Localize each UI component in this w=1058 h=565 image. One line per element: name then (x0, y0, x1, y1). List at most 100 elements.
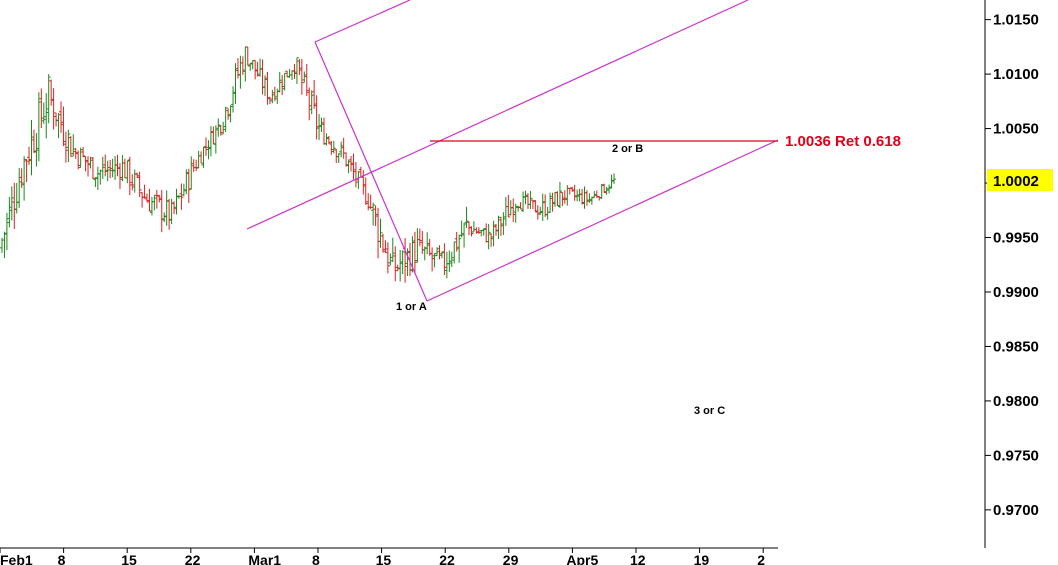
ohlc-bar (550, 192, 555, 212)
ohlc-bar (88, 156, 93, 169)
ohlc-bar (174, 188, 179, 215)
ohlc-bar (280, 75, 285, 96)
ohlc-bar (449, 251, 454, 268)
ohlc-bar (29, 120, 34, 176)
ohlc-bar (253, 59, 258, 80)
price-bars (0, 46, 616, 283)
ohlc-bar (154, 190, 159, 209)
ohlc-bar (368, 194, 373, 210)
ohlc-bar (511, 198, 516, 222)
ohlc-bar (567, 187, 572, 195)
ohlc-bar (204, 137, 208, 156)
ohlc-bar (265, 71, 270, 105)
ohlc-bar (373, 205, 378, 227)
ohlc-bar (2, 231, 7, 259)
ohlc-bar (415, 228, 420, 263)
ohlc-bar (189, 156, 194, 190)
ohlc-bar (528, 190, 533, 210)
ohlc-bar (417, 228, 422, 247)
ohlc-bar (260, 59, 265, 95)
x-tick-label: 22 (185, 552, 201, 565)
ohlc-bar (353, 162, 358, 188)
ohlc-bar (275, 88, 280, 104)
ohlc-bar (479, 229, 484, 237)
ohlc-bar (117, 162, 122, 190)
ohlc-bar (196, 150, 201, 169)
ohlc-bar (425, 232, 430, 255)
ohlc-bar (98, 169, 103, 185)
ohlc-bar (454, 231, 459, 252)
ohlc-bar (272, 86, 277, 102)
x-tick-label: 8 (312, 552, 320, 565)
ohlc-bar (341, 137, 346, 159)
x-tick-label: 8 (58, 552, 66, 565)
ohlc-bar (130, 174, 135, 191)
ohlc-bar (78, 147, 83, 169)
ohlc-bar (93, 177, 98, 188)
ohlc-bar (533, 199, 538, 213)
ohlc-bar (12, 182, 17, 230)
ohlc-bar (489, 233, 494, 247)
ohlc-bar (498, 216, 503, 236)
ohlc-bar (27, 146, 32, 165)
y-tick-label: 0.9850 (993, 338, 1039, 355)
ohlc-bar (317, 113, 322, 140)
ohlc-bar (361, 170, 366, 195)
ohlc-bar (334, 148, 339, 163)
retracement-label: 1.0036 Ret 0.618 (785, 133, 901, 150)
ohlc-bar (103, 154, 108, 177)
ohlc-bar (125, 160, 130, 184)
ohlc-bar (81, 146, 86, 158)
ohlc-bar (181, 183, 186, 197)
ohlc-bar (179, 183, 184, 210)
ohlc-bar (346, 159, 351, 174)
ohlc-bar (314, 95, 319, 140)
ohlc-bar (501, 212, 506, 236)
ohlc-bar (599, 184, 604, 199)
ohlc-bar (221, 121, 226, 135)
ohlc-bar (110, 158, 115, 178)
ohlc-bar (587, 193, 592, 203)
ohlc-bar (530, 199, 535, 210)
ohlc-bar (56, 113, 61, 139)
ohlc-bar (545, 206, 550, 220)
ohlc-bar (297, 59, 302, 76)
ohlc-bar (132, 169, 137, 193)
ohlc-bar (122, 158, 127, 179)
ohlc-bar (582, 186, 587, 209)
ohlc-bar (420, 230, 425, 254)
ohlc-bar (36, 92, 41, 162)
ohlc-bar (452, 241, 457, 264)
ohlc-bar (464, 206, 469, 228)
ohlc-bar (607, 184, 612, 194)
ohlc-bar (371, 202, 376, 226)
wave-label-1-or-a: 1 or A (396, 301, 427, 313)
ohlc-bar (339, 141, 344, 158)
ohlc-bar (113, 156, 118, 181)
ohlc-bar (262, 75, 267, 96)
ohlc-bar (484, 223, 489, 243)
ohlc-bar (19, 168, 24, 188)
ohlc-bar (548, 192, 553, 214)
ohlc-bar (186, 168, 191, 203)
ohlc-bar (538, 206, 543, 215)
ohlc-bar (486, 223, 491, 250)
ohlc-bar (307, 87, 312, 121)
ohlc-bar (351, 153, 356, 180)
ohlc-bar (41, 102, 46, 124)
ohlc-bar (516, 205, 521, 212)
ohlc-bar (287, 68, 292, 78)
x-tick-label: Apr5 (566, 552, 598, 565)
ohlc-bar (240, 56, 245, 75)
ohlc-bar (22, 156, 27, 201)
ohlc-bar (172, 201, 177, 215)
ohlc-bar (282, 72, 287, 91)
ohlc-bar (46, 74, 51, 124)
ohlc-bar (228, 104, 233, 123)
ohlc-bar (24, 159, 29, 183)
ohlc-bar (100, 156, 105, 179)
ohlc-bar (380, 233, 385, 253)
ohlc-bar (400, 250, 405, 275)
ohlc-bar (604, 186, 609, 195)
